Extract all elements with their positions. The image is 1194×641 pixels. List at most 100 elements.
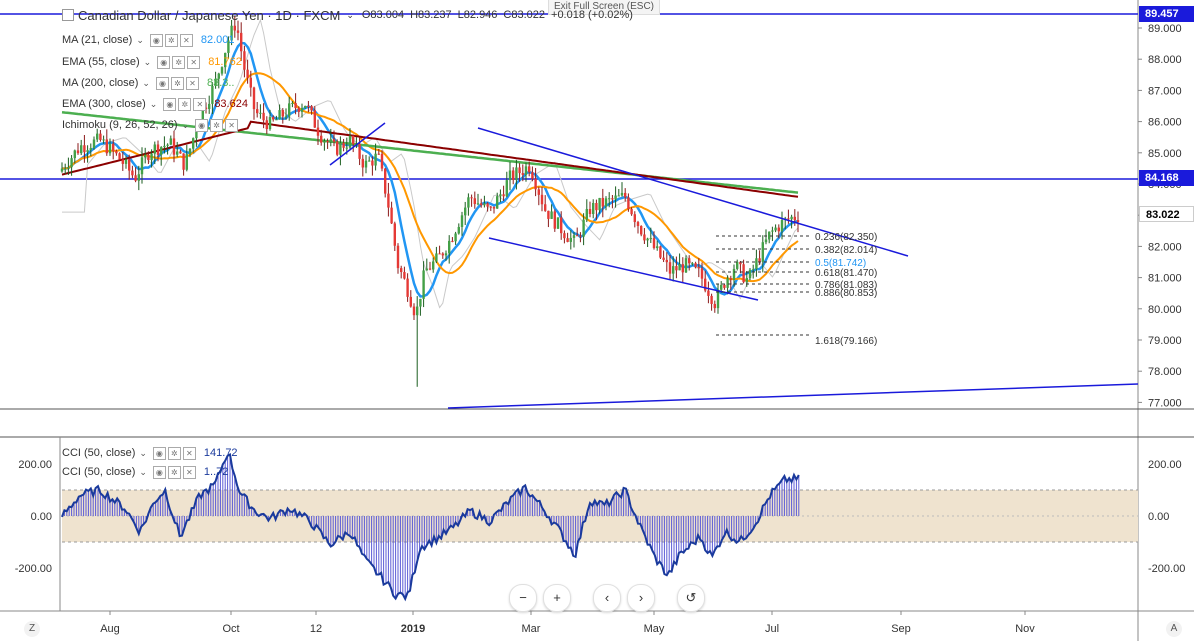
candle-body [259, 112, 262, 114]
fib-level-label: 1.618(79.166) [815, 336, 877, 347]
candle-body [771, 230, 774, 232]
chevron-down-icon[interactable]: ⌄ [139, 466, 147, 477]
candle-body [691, 263, 694, 265]
reset-chart-button[interactable]: ↺ [677, 584, 705, 612]
indicator-name[interactable]: Ichimoku (9, 26, 52, 26) [62, 119, 178, 131]
gear-icon[interactable]: ✲ [210, 118, 224, 132]
candle-body [208, 103, 211, 109]
candle-body [348, 135, 352, 148]
candle-body [508, 170, 512, 181]
indicator-legend-row[interactable]: MA (200, close) ⌄ ◉ ✲ ✕ 83.3.. [62, 75, 235, 91]
candle-body [790, 216, 793, 220]
zoom-in-button[interactable]: + [543, 584, 571, 612]
indicator-name[interactable]: MA (21, close) [62, 34, 133, 46]
candle-body [76, 150, 80, 154]
chevron-down-icon[interactable]: ⌄ [181, 119, 190, 130]
price-tick-label: 85.000 [1148, 148, 1182, 160]
indicator-legend-row[interactable]: Ichimoku (9, 26, 52, 26) ⌄ ◉ ✲ ✕ [62, 117, 246, 133]
indicator-legend-row[interactable]: EMA (55, close) ⌄ ◉ ✲ ✕ 81.762 [62, 54, 242, 70]
gear-icon[interactable]: ✲ [170, 76, 184, 90]
candle-body [112, 143, 115, 152]
close-icon[interactable]: ✕ [182, 446, 196, 460]
candle-body [505, 180, 508, 197]
candle-body [374, 153, 377, 166]
ma-21-line [62, 41, 799, 298]
indicator-legend-row[interactable]: MA (21, close) ⌄ ◉ ✲ ✕ 82.001 [62, 32, 235, 48]
candle-body [729, 278, 732, 280]
candle-body [425, 268, 428, 271]
candle-body [182, 153, 185, 170]
timezone-button[interactable]: Z [24, 621, 40, 637]
chevron-down-icon[interactable]: ⌄ [143, 56, 152, 67]
candle-body [345, 147, 348, 149]
indicator-name[interactable]: CCI (50, close) [62, 447, 136, 459]
candle-body [697, 267, 700, 269]
eye-icon[interactable]: ◉ [149, 33, 163, 47]
indicator-name[interactable]: EMA (55, close) [62, 56, 140, 68]
candle-body [102, 139, 105, 141]
chevron-down-icon[interactable]: ⌄ [142, 77, 150, 88]
candle-body [643, 234, 646, 241]
indicator-legend-row[interactable]: EMA (300, close) ⌄ ◉ ✲ ✕ 83.624 [62, 96, 248, 112]
candle-body [774, 227, 777, 231]
candle-body [672, 266, 675, 274]
candle-body [787, 218, 790, 220]
gear-icon[interactable]: ✲ [164, 33, 178, 47]
candle-body [64, 168, 67, 170]
cci-legend-row[interactable]: CCI (50, close) ⌄ ◉ ✲ ✕ 1..72 [62, 464, 228, 480]
close-icon[interactable]: ✕ [185, 76, 199, 90]
candle-body [115, 151, 118, 154]
exit-fullscreen-hint[interactable]: Exit Full Screen (ESC) [548, 0, 660, 15]
eye-icon[interactable]: ◉ [155, 76, 169, 90]
close-icon[interactable]: ✕ [225, 118, 239, 132]
chevron-down-icon[interactable]: ⌄ [149, 98, 158, 109]
close-icon[interactable]: ✕ [179, 33, 193, 47]
chevron-down-icon[interactable]: ⌄ [139, 447, 147, 458]
candle-body [310, 106, 313, 111]
chevron-down-icon[interactable]: ⌄ [136, 34, 144, 45]
candle-body [179, 151, 182, 154]
gear-icon[interactable]: ✲ [167, 465, 181, 479]
candle-body [416, 306, 419, 316]
indicator-name[interactable]: MA (200, close) [62, 77, 139, 89]
candle-body [89, 148, 92, 151]
cci-right-tick-label: 0.00 [1148, 511, 1169, 523]
indicator-name[interactable]: EMA (300, close) [62, 98, 146, 110]
gear-icon[interactable]: ✲ [167, 446, 181, 460]
candle-body [476, 203, 480, 205]
candle-body [796, 220, 800, 223]
eye-icon[interactable]: ◉ [152, 446, 166, 460]
close-icon[interactable]: ✕ [187, 55, 201, 69]
candle-body [188, 148, 192, 155]
candle-body [588, 208, 592, 215]
auto-scale-button[interactable]: A [1166, 621, 1182, 637]
scroll-right-button[interactable]: › [627, 584, 655, 612]
eye-icon[interactable]: ◉ [163, 97, 177, 111]
close-icon[interactable]: ✕ [182, 465, 196, 479]
gear-icon[interactable]: ✲ [178, 97, 192, 111]
scroll-left-button[interactable]: ‹ [593, 584, 621, 612]
eye-icon[interactable]: ◉ [195, 118, 209, 132]
cci-legend-row[interactable]: CCI (50, close) ⌄ ◉ ✲ ✕ 141.72 [62, 445, 238, 461]
candle-body [60, 168, 64, 172]
symbol-title[interactable]: Canadian Dollar / Japanese Yen · 1D · FX… [78, 7, 341, 23]
candle-body [576, 235, 579, 237]
eye-icon[interactable]: ◉ [152, 465, 166, 479]
zoom-out-button[interactable]: − [509, 584, 537, 612]
time-tick-label: 12 [310, 623, 322, 635]
candle-body [579, 235, 582, 237]
gear-icon[interactable]: ✲ [172, 55, 186, 69]
eye-icon[interactable]: ◉ [157, 55, 171, 69]
candle-body [681, 264, 684, 273]
close-icon[interactable]: ✕ [193, 97, 207, 111]
chevron-down-icon[interactable]: ⌄ [346, 9, 354, 20]
price-tick-label: 86.000 [1148, 117, 1182, 129]
cci-left-tick-label: 200.00 [18, 459, 52, 471]
candle-body [761, 242, 764, 262]
candle-body [284, 116, 288, 118]
candle-body [553, 211, 556, 229]
time-tick-label: Mar [522, 623, 541, 635]
candle-body [169, 138, 172, 145]
indicator-name[interactable]: CCI (50, close) [62, 466, 136, 478]
collapse-checkbox-icon[interactable] [62, 9, 74, 21]
